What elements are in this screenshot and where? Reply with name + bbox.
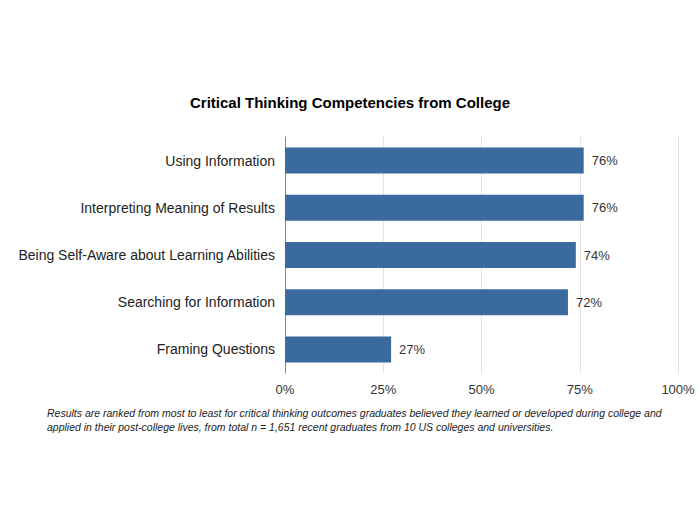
svg-text:0%: 0% bbox=[276, 382, 295, 397]
svg-text:Framing Questions: Framing Questions bbox=[157, 341, 275, 357]
svg-text:72%: 72% bbox=[576, 295, 602, 310]
svg-text:Being Self-Aware about Learnin: Being Self-Aware about Learning Abilitie… bbox=[18, 247, 275, 263]
svg-text:Searching for Information: Searching for Information bbox=[118, 294, 275, 310]
svg-text:25%: 25% bbox=[370, 382, 396, 397]
svg-text:Using Information: Using Information bbox=[165, 153, 275, 169]
svg-text:applied in their post-college: applied in their post-college lives, fro… bbox=[47, 421, 553, 433]
svg-text:27%: 27% bbox=[399, 342, 425, 357]
svg-text:Interpreting Meaning of Result: Interpreting Meaning of Results bbox=[80, 200, 275, 216]
svg-text:75%: 75% bbox=[567, 382, 593, 397]
svg-text:76%: 76% bbox=[592, 153, 618, 168]
svg-text:100%: 100% bbox=[661, 382, 695, 397]
svg-text:76%: 76% bbox=[592, 200, 618, 215]
svg-text:Critical Thinking Competencies: Critical Thinking Competencies from Coll… bbox=[190, 94, 510, 111]
svg-text:50%: 50% bbox=[468, 382, 494, 397]
svg-text:Results are ranked from most t: Results are ranked from most to least fo… bbox=[47, 407, 665, 419]
svg-text:74%: 74% bbox=[584, 248, 610, 263]
